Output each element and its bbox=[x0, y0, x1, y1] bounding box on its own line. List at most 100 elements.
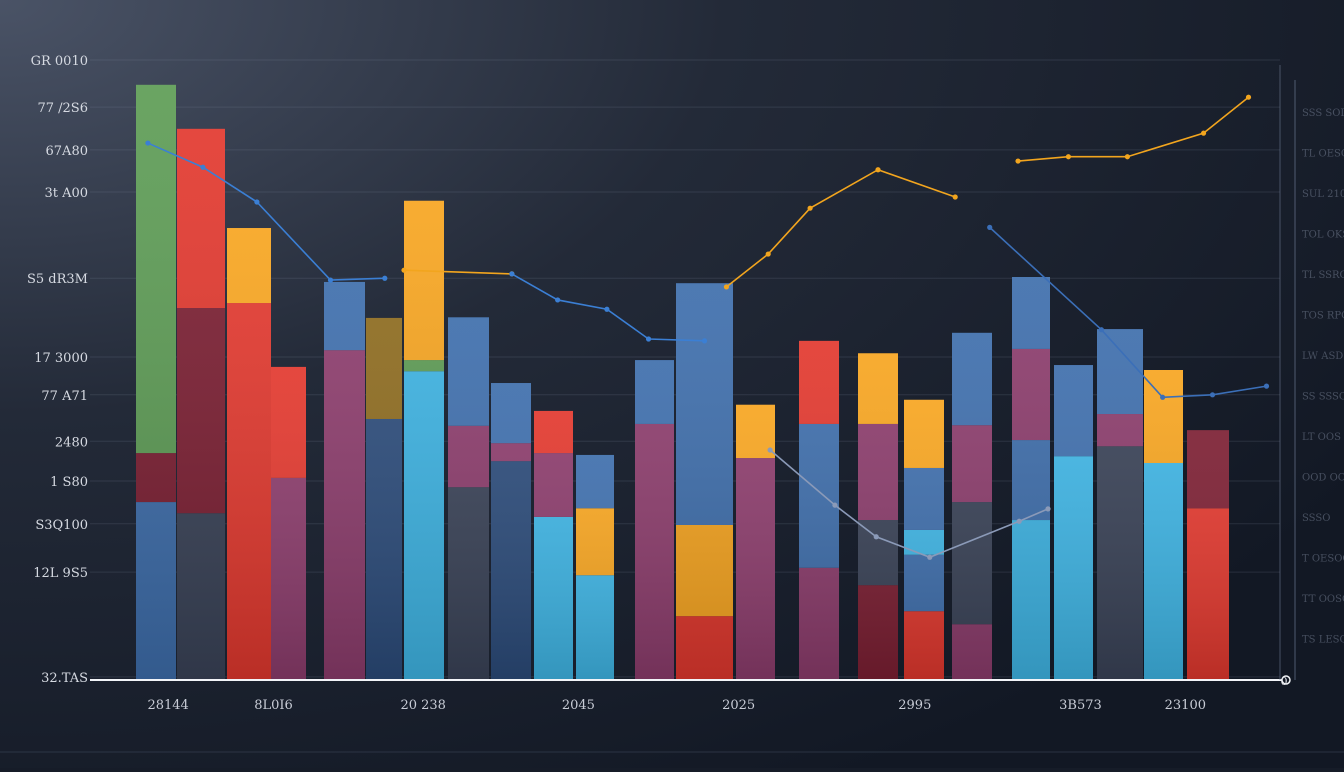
data-point bbox=[927, 554, 933, 560]
data-point bbox=[723, 284, 730, 290]
right-tick-label: SSS SOD bbox=[1302, 108, 1344, 119]
bar bbox=[136, 84, 176, 681]
right-tick-label: OOD OO bbox=[1302, 473, 1344, 484]
right-tick-label: TOS RPO bbox=[1302, 311, 1344, 322]
bar bbox=[635, 360, 674, 680]
data-point bbox=[401, 267, 407, 273]
data-point bbox=[1098, 327, 1104, 333]
line-series bbox=[723, 167, 958, 290]
bar bbox=[736, 404, 775, 680]
right-tick-label: T OESOO bbox=[1302, 554, 1344, 565]
bar-shading bbox=[635, 360, 674, 680]
data-point bbox=[200, 164, 206, 170]
right-tick-label: TOL OKS bbox=[1302, 230, 1344, 241]
data-point bbox=[807, 205, 813, 211]
bar bbox=[952, 332, 992, 680]
x-tick-label: 28144 bbox=[147, 698, 188, 713]
data-point bbox=[509, 271, 515, 277]
data-point bbox=[832, 502, 838, 508]
bar bbox=[534, 410, 573, 680]
data-point bbox=[1200, 130, 1207, 136]
y-tick-label: 12L 9S5 bbox=[33, 566, 88, 581]
data-point bbox=[1065, 154, 1071, 160]
bar-shading bbox=[576, 454, 614, 680]
right-tick-label: LT OOS bbox=[1302, 432, 1341, 443]
bar bbox=[799, 340, 839, 680]
bar-shading bbox=[227, 228, 271, 680]
bar bbox=[1187, 430, 1229, 680]
data-point bbox=[254, 199, 260, 205]
x-tick-label: 2045 bbox=[562, 698, 595, 713]
right-tick-label: TS LESOO bbox=[1302, 635, 1344, 646]
line-series bbox=[987, 224, 1270, 400]
bar bbox=[227, 228, 271, 680]
bar-shading bbox=[676, 283, 733, 680]
bar bbox=[404, 200, 444, 681]
data-point bbox=[1209, 392, 1216, 398]
data-point bbox=[1160, 394, 1166, 400]
line-series bbox=[509, 271, 708, 344]
data-point bbox=[382, 275, 388, 281]
right-tick-label: SSSO bbox=[1302, 513, 1330, 524]
bar bbox=[448, 317, 489, 680]
y-tick-label: 67A80 bbox=[46, 144, 88, 159]
bar bbox=[177, 128, 225, 680]
bar-shading bbox=[736, 404, 775, 680]
bar-shading bbox=[534, 410, 573, 680]
data-point bbox=[1245, 94, 1252, 100]
data-point bbox=[1263, 383, 1270, 389]
bar bbox=[1012, 277, 1050, 680]
data-point bbox=[952, 194, 958, 200]
bar-shading bbox=[904, 399, 944, 680]
bar bbox=[1054, 365, 1093, 680]
data-point bbox=[1045, 506, 1051, 512]
bar-shading bbox=[404, 200, 444, 681]
bar-shading bbox=[952, 332, 992, 680]
right-tick-label: TL SSROA bbox=[1302, 270, 1344, 281]
bar-shading bbox=[324, 281, 365, 680]
line-series bbox=[1015, 94, 1252, 164]
right-tick-label: SUL 2100 bbox=[1302, 189, 1344, 200]
bar-shading bbox=[177, 128, 225, 680]
right-tick-label: TL OESO bbox=[1302, 149, 1344, 160]
data-point bbox=[987, 224, 993, 230]
data-point bbox=[765, 251, 771, 257]
bar-shading bbox=[858, 353, 898, 680]
bar bbox=[858, 353, 898, 680]
data-point bbox=[1015, 158, 1021, 164]
x-tick-label: 2025 bbox=[722, 698, 755, 713]
bar-shading bbox=[366, 317, 402, 680]
y-tick-label: 17 3000 bbox=[34, 351, 88, 366]
bar bbox=[1144, 370, 1183, 680]
bar-shading bbox=[1097, 329, 1143, 680]
data-point bbox=[327, 277, 334, 283]
bar-shading bbox=[1012, 277, 1050, 680]
bar-shading bbox=[1144, 370, 1183, 680]
right-tick-label: LW ASDD bbox=[1302, 351, 1344, 362]
x-tick-label: 23100 bbox=[1165, 698, 1206, 713]
y-tick-label: 32.TAS bbox=[41, 671, 88, 686]
bar bbox=[1097, 329, 1143, 680]
y-tick-label: S3Q100 bbox=[35, 518, 88, 533]
bar-shading bbox=[1054, 365, 1093, 680]
series-line bbox=[403, 269, 512, 275]
data-point bbox=[1016, 518, 1022, 524]
data-point bbox=[145, 140, 151, 146]
bar-shading bbox=[271, 366, 306, 680]
line-series bbox=[145, 140, 388, 283]
bar bbox=[491, 383, 531, 680]
bar-shading bbox=[448, 317, 489, 680]
y-tick-label: 2480 bbox=[55, 435, 88, 450]
data-point bbox=[645, 336, 652, 342]
y-tick-label: 77 A71 bbox=[41, 389, 88, 404]
y-tick-label: GR 0010 bbox=[31, 54, 88, 69]
data-point bbox=[555, 297, 561, 303]
y-tick-label: 77 /2S6 bbox=[37, 101, 88, 116]
data-point bbox=[873, 534, 879, 540]
bar-shading bbox=[136, 84, 176, 681]
x-tick-label: 2995 bbox=[898, 698, 931, 713]
bar bbox=[271, 366, 306, 680]
